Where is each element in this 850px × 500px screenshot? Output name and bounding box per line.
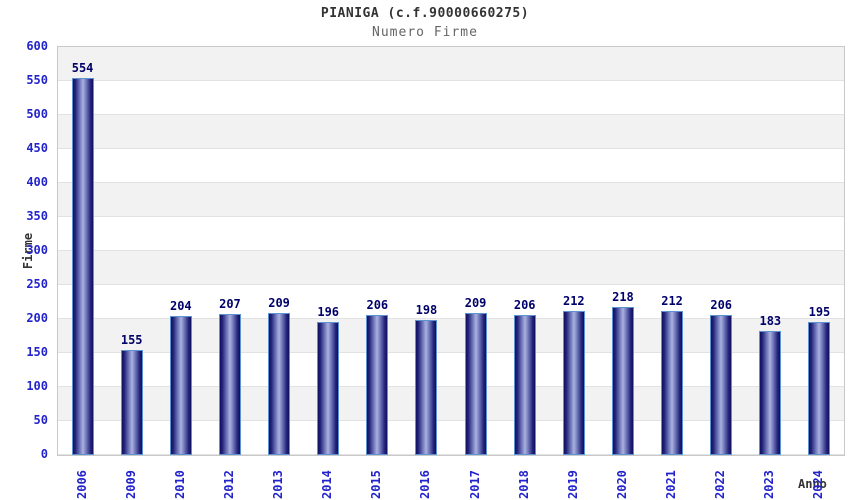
bar: [71, 78, 94, 455]
x-tick-label: 2019: [565, 470, 580, 499]
bar: [218, 314, 241, 455]
bar: [415, 320, 438, 455]
grid-band: [58, 183, 844, 217]
bar-value-label: 206: [710, 297, 733, 312]
bar-value-label: 218: [612, 289, 634, 304]
x-tick-label: 2013: [271, 470, 286, 499]
bar: [513, 314, 536, 455]
grid-band: [58, 251, 844, 285]
bar: [169, 316, 192, 455]
x-tick-label: 2018: [516, 470, 531, 499]
y-tick-label: 50: [33, 413, 48, 427]
y-tick-label: 200: [26, 311, 48, 325]
x-tick-label: 2021: [664, 470, 679, 499]
bar-value-label: 209: [464, 295, 487, 310]
y-tick-label: 400: [26, 175, 48, 189]
x-tick-label: 2015: [369, 470, 384, 499]
x-tick-label: 2010: [172, 470, 187, 499]
bar: [268, 312, 291, 455]
grid-band: [58, 217, 844, 251]
bar: [120, 349, 143, 455]
y-tick-label: 300: [26, 243, 48, 257]
y-tick-label: 350: [26, 209, 48, 223]
y-tick-label: 250: [26, 277, 48, 291]
bar: [562, 310, 585, 455]
bar-value-label: 212: [661, 293, 683, 308]
y-tick-label: 150: [26, 345, 48, 359]
plot-area: [57, 46, 845, 456]
x-tick-label: 2022: [713, 470, 728, 499]
bar-value-label: 195: [808, 305, 831, 320]
bar-value-label: 554: [71, 61, 94, 76]
bar-value-label: 196: [317, 304, 340, 319]
bar: [710, 314, 733, 455]
x-tick-label: 2023: [762, 470, 777, 499]
x-tick-label: 2024: [811, 470, 826, 499]
chart-title: PIANIGA (c.f.90000660275): [320, 6, 530, 21]
x-axis-title: Anno: [798, 477, 827, 491]
y-tick-label: 500: [26, 107, 48, 121]
bar: [366, 314, 389, 455]
bar: [661, 310, 684, 455]
y-tick-label: 450: [26, 141, 48, 155]
x-tick-label: 2014: [320, 470, 335, 499]
bar: [759, 330, 782, 455]
bar-value-label: 212: [562, 293, 585, 308]
grid-band: [58, 47, 844, 81]
bar-value-label: 206: [513, 297, 536, 312]
bar: [611, 306, 634, 455]
bar-value-label: 207: [219, 297, 241, 312]
y-tick-label: 600: [26, 39, 48, 53]
x-tick-label: 2016: [418, 470, 433, 499]
bar: [317, 321, 340, 455]
grid-band: [58, 149, 844, 183]
grid-band: [58, 115, 844, 149]
chart-subtitle: Numero Firme: [372, 25, 478, 40]
x-tick-label: 2006: [74, 470, 89, 499]
x-tick-label: 2020: [614, 470, 629, 499]
x-tick-label: 2012: [221, 470, 236, 499]
bar: [464, 312, 487, 455]
bar-value-label: 209: [268, 295, 290, 310]
bar: [808, 322, 831, 455]
y-tick-label: 100: [26, 379, 48, 393]
bar-value-label: 183: [759, 313, 782, 328]
y-tick-label: 0: [40, 447, 48, 461]
x-tick-label: 2009: [123, 470, 138, 499]
bar-value-label: 204: [169, 299, 192, 314]
bar-value-label: 198: [415, 303, 438, 318]
bar-value-label: 155: [120, 332, 143, 347]
grid-band: [58, 285, 844, 319]
y-tick-label: 550: [26, 73, 48, 87]
bar-value-label: 206: [366, 297, 389, 312]
x-tick-label: 2017: [467, 470, 482, 499]
grid-band: [58, 81, 844, 115]
